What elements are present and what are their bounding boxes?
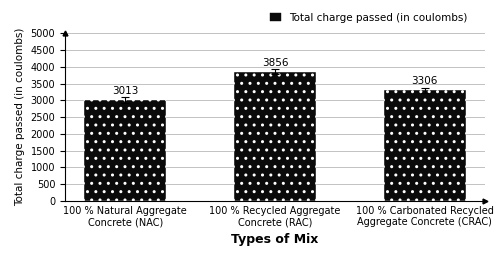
Bar bbox=[84, 100, 166, 201]
Bar bbox=[234, 72, 316, 201]
Text: 3306: 3306 bbox=[412, 76, 438, 86]
Text: 3013: 3013 bbox=[112, 86, 138, 96]
Text: 3856: 3856 bbox=[262, 58, 288, 68]
X-axis label: Types of Mix: Types of Mix bbox=[232, 233, 318, 246]
Y-axis label: Total charge passed (in coulombs): Total charge passed (in coulombs) bbox=[15, 28, 25, 206]
Legend: Total charge passed (in coulombs): Total charge passed (in coulombs) bbox=[266, 9, 472, 27]
Bar bbox=[384, 90, 466, 201]
